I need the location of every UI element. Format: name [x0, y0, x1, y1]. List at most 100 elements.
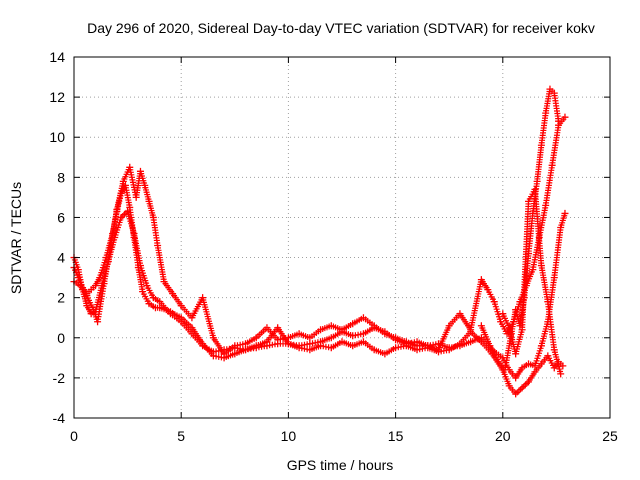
x-tick-label: 5	[177, 428, 185, 444]
data-point-cluster	[540, 354, 550, 365]
plot-frame	[73, 56, 611, 419]
data-point-cluster	[426, 343, 440, 353]
y-tick-label: -4	[53, 410, 66, 426]
data-point-cluster	[552, 360, 561, 369]
x-tick-label: 15	[388, 428, 404, 444]
data-point	[518, 384, 526, 392]
data-point-cluster	[298, 341, 311, 349]
data-point	[117, 213, 125, 221]
y-tick-label: 8	[57, 169, 65, 185]
data-point-cluster	[543, 164, 555, 206]
data-point-cluster	[352, 331, 364, 339]
data-point-cluster	[519, 200, 532, 331]
data-point-cluster	[558, 212, 568, 229]
data-point-cluster	[525, 212, 536, 255]
data-point-cluster	[514, 386, 524, 396]
data-point-cluster	[287, 341, 300, 351]
data-point-cluster	[152, 296, 161, 304]
data-point-cluster	[298, 345, 311, 353]
data-point-cluster	[362, 325, 376, 336]
data-point-cluster	[543, 88, 553, 114]
x-axis-label: GPS time / hours	[287, 457, 394, 473]
data-point-cluster	[549, 124, 562, 166]
data-point-cluster	[213, 347, 225, 355]
data-point	[555, 117, 563, 125]
data-point-cluster	[158, 300, 172, 315]
data-point-cluster	[551, 226, 564, 279]
data-point	[512, 390, 520, 398]
x-tick-label: 10	[281, 428, 297, 444]
data-point-cluster	[255, 326, 269, 340]
data-point-cluster	[351, 315, 365, 326]
series-trace-e	[499, 185, 565, 378]
y-tick-label: 14	[49, 49, 65, 65]
y-tick-label: 0	[57, 330, 65, 346]
data-point-cluster	[341, 329, 354, 338]
data-point-cluster	[538, 264, 551, 303]
data-point-cluster	[405, 339, 418, 348]
data-point-cluster	[532, 188, 545, 267]
data-point	[561, 209, 569, 217]
axis-ticks: 0 5 10 15 20 25 -4 -2 0 2 4 6 8 10 12 14	[49, 49, 618, 444]
x-tick-label: 25	[602, 428, 618, 444]
data-point-cluster	[234, 341, 246, 349]
data-point-cluster	[169, 312, 183, 324]
chart-title: Day 296 of 2020, Sidereal Day-to-day VTE…	[87, 20, 595, 36]
data-point-cluster	[502, 333, 514, 371]
data-point-cluster	[84, 304, 94, 315]
data-point-cluster	[362, 340, 376, 352]
data-point-cluster	[492, 301, 503, 323]
data-point-cluster	[513, 366, 524, 379]
data-point-cluster	[341, 339, 354, 348]
x-tick-label: 0	[70, 428, 78, 444]
data-point-cluster	[244, 335, 258, 346]
data-point-cluster	[138, 170, 148, 187]
data-point-cluster	[520, 380, 530, 390]
data-point-cluster	[468, 279, 484, 331]
data-point-cluster	[436, 324, 452, 351]
data-point-cluster	[84, 295, 96, 311]
data-point-cluster	[140, 291, 151, 305]
data-point-cluster	[551, 92, 562, 122]
data-point-cluster	[362, 316, 376, 328]
data-point-cluster	[277, 340, 289, 347]
data-point-cluster	[341, 321, 354, 332]
data-point-cluster	[507, 384, 518, 395]
data-point-cluster	[201, 344, 215, 354]
data-point-cluster	[171, 292, 183, 307]
data-point-cluster	[298, 331, 311, 340]
data-point-cluster	[416, 345, 429, 353]
data-point-cluster	[179, 320, 194, 335]
data-point-cluster	[266, 341, 278, 349]
data-point-cluster	[211, 336, 226, 355]
data-point-cluster	[179, 316, 194, 330]
data-point-cluster	[150, 216, 161, 246]
data-point-cluster	[277, 335, 289, 343]
y-axis-label: SDTVAR / TECUs	[8, 182, 24, 294]
data-point-cluster	[405, 343, 418, 353]
data-point-cluster	[545, 301, 557, 351]
data-point-cluster	[119, 209, 129, 219]
data-points	[70, 85, 569, 398]
data-point-cluster	[416, 342, 429, 349]
data-point-cluster	[200, 297, 216, 339]
data-point-cluster	[319, 335, 333, 344]
data-point-cluster	[394, 335, 408, 344]
data-point-cluster	[521, 362, 530, 370]
data-point-cluster	[395, 343, 407, 351]
y-tick-label: 10	[49, 129, 65, 145]
data-point-cluster	[255, 339, 268, 348]
series-trace-b	[70, 207, 567, 398]
data-point-cluster	[119, 184, 128, 195]
y-tick-label: -2	[53, 370, 66, 386]
data-point-cluster	[244, 343, 258, 353]
data-point-cluster	[145, 285, 156, 299]
data-point-cluster	[131, 232, 143, 267]
data-point-cluster	[500, 369, 512, 387]
data-point-cluster	[534, 144, 545, 182]
data-point-cluster	[223, 344, 236, 356]
data-point-cluster	[320, 343, 332, 351]
data-point-cluster	[330, 339, 343, 350]
data-point-cluster	[447, 312, 462, 327]
